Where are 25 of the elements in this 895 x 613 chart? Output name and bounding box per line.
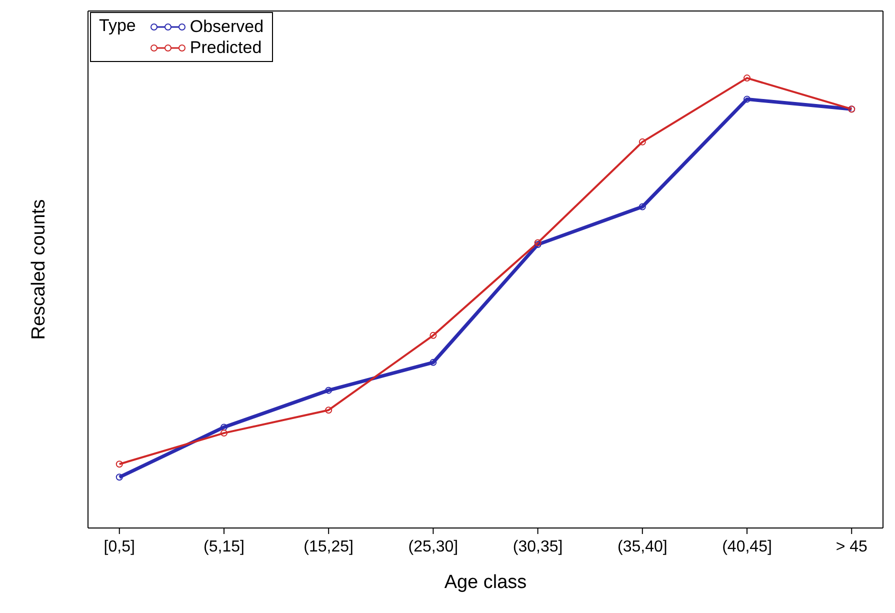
point — [220, 424, 228, 431]
point — [430, 358, 437, 366]
point — [116, 460, 123, 468]
point — [220, 430, 228, 437]
x-tick-label: (35,40] — [618, 538, 668, 556]
point — [430, 332, 437, 339]
x-tick-label: (25,30] — [408, 538, 458, 556]
point — [744, 96, 751, 103]
point — [744, 74, 751, 82]
x-tick-label: (15,25] — [304, 538, 354, 556]
x-axis-title: Age class — [444, 572, 527, 593]
point — [325, 386, 332, 394]
x-tick-label: (30,35] — [512, 538, 563, 556]
point — [325, 406, 332, 414]
point — [638, 138, 646, 146]
x-tick-label: (5,15] — [204, 538, 244, 556]
x-tick-label: > 45 — [836, 538, 868, 556]
point — [638, 203, 646, 210]
legend-title: Type — [99, 16, 136, 37]
point — [116, 474, 123, 481]
x-tick-label: (40,45] — [722, 538, 772, 556]
x-tick-label: [0,5] — [104, 538, 135, 556]
legend-label: Predicted — [190, 37, 262, 58]
legend-label: Observed — [190, 16, 264, 37]
y-axis-title: Rescaled counts — [28, 199, 50, 340]
